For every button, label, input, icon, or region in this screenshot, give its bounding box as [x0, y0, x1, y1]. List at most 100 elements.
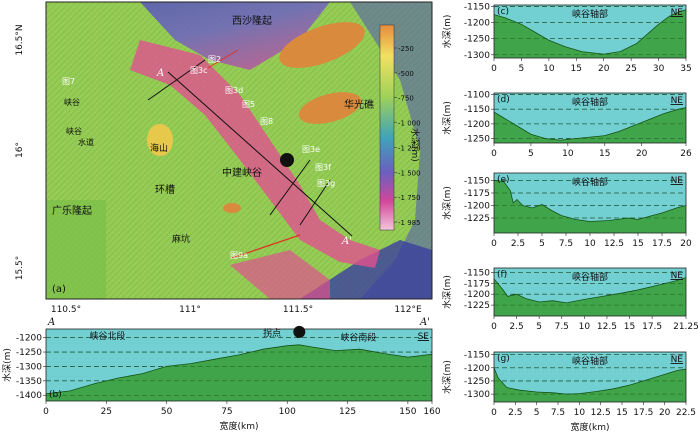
x-tick-label: 10 [543, 64, 555, 74]
y-tick-label: -1250 [464, 135, 490, 145]
x-tick-label: 20 [598, 64, 610, 74]
canyon-south-branch [230, 250, 330, 299]
label-haishan: 海山 [150, 142, 168, 154]
panel-title: 峡谷轴部 [572, 96, 608, 108]
fig-ref-3d: 图3d [225, 86, 243, 95]
fig-ref-3c: 图3c [190, 66, 208, 75]
profile-line [493, 9, 687, 55]
colorbar-tick-label: -1 500 [398, 169, 421, 177]
colorbar [379, 24, 395, 231]
x-tick-label: 5 [536, 322, 542, 332]
y-tick-label: -1150 [464, 105, 490, 115]
colorbar-tick-label: -1 250 [398, 144, 421, 152]
label-xisha: 西沙隆起 [232, 14, 272, 27]
y-axis-label: 水深(m) [441, 101, 453, 135]
x-tick-label: 15 [624, 322, 635, 332]
plot-frame [493, 92, 687, 144]
x-tick-label: 7.5 [551, 408, 565, 418]
fig-ref-9a: 图9a [230, 251, 248, 260]
profile-panel-e: 0 2.5 5 7.5 10 12.5 15 17.5 20 -1150 -1175 -1200 -12… [441, 172, 692, 249]
lon-label-111-5: 111.5° [283, 305, 313, 315]
x-tick-label: 7.5 [555, 322, 569, 332]
section-start-label: A [47, 317, 55, 328]
panel-label: (e) [497, 175, 510, 185]
x-axis-label: 宽度(km) [219, 420, 258, 432]
y-tick-label: -1150 [464, 177, 490, 187]
seamount [147, 124, 173, 156]
x-tick-label: 5 [539, 239, 545, 249]
y-tick-label: -1200 [16, 334, 42, 344]
x-tick-label: 26 [680, 149, 692, 159]
x-tick-label: 10 [584, 239, 596, 249]
x-axis-label: 宽度(km) [570, 421, 609, 433]
plot-frame [493, 351, 687, 403]
section-line-cross2 [269, 159, 311, 216]
seafloor-area [46, 344, 432, 401]
label-canyon-w2: 峡谷 [66, 126, 82, 136]
colorbar-tick-label: -250 [398, 45, 414, 53]
fig-ref-2: 图2 [208, 55, 221, 64]
colorbar-title: 水深(m) [409, 128, 421, 162]
y-tick-label: -1250 [464, 35, 490, 45]
huaguang-reef [298, 92, 362, 124]
x-tick-label: 0 [491, 149, 497, 159]
x-tick-label: 150 [399, 407, 416, 417]
x-tick-label: 10 [562, 149, 574, 159]
turning-point-marker [293, 325, 306, 338]
direction-label: NE [671, 355, 684, 365]
x-tick-label: 160 [423, 407, 440, 417]
y-axis-label: 水深(m) [441, 15, 453, 49]
x-tick-label: 50 [161, 407, 173, 417]
x-tick-label: 0 [491, 408, 497, 418]
x-tick-label: 7.5 [559, 239, 573, 249]
label-canyon-w1: 峡谷 [64, 97, 80, 107]
y-tick-label: -1400 [16, 391, 42, 401]
panel-title: 峡谷轴部 [572, 8, 608, 20]
panel-label: (f) [497, 270, 507, 280]
x-tick-label: 20 [680, 239, 692, 249]
profile-panel-d: 0 5 10 15 20 26 -1100 -1150 -1200 -1250 水深(m) (d) NE… [441, 90, 692, 159]
seafloor-area [494, 367, 686, 402]
x-tick-label: 20 [659, 408, 671, 418]
deep-basin-north [46, 2, 330, 70]
y-tick-label: -1300 [464, 51, 490, 61]
lat-label-15-5: 15.5° [15, 256, 25, 281]
y-tick-label: -1150 [464, 3, 490, 13]
profile-panel-g: 0 2.5 5 7.5 10 12.5 15 17.5 20 22.5 -1150 -1200 -125… [441, 351, 696, 433]
lon-label-110-5: 110.5° [51, 305, 81, 315]
x-tick-label: 15 [632, 239, 643, 249]
y-tick-label: -1250 [16, 348, 42, 358]
y-axis-label: 水深(m) [441, 360, 453, 394]
canyon-band [130, 40, 380, 268]
direction-label: NE [671, 96, 684, 106]
x-tick-label: 5 [534, 408, 540, 418]
panel-label: (d) [497, 95, 510, 105]
direction-label: SE [418, 332, 430, 342]
x-tick-label: 10 [574, 408, 586, 418]
panel-label: (b) [49, 390, 62, 400]
section-line-cross3 [299, 179, 331, 226]
fig-ref-8: 图8 [260, 117, 273, 126]
y-tick-label: -1200 [464, 120, 490, 130]
fig-ref-3e: 图3e [302, 145, 320, 154]
x-tick-label: 0 [491, 239, 497, 249]
fig-ref-line-2 [207, 49, 239, 69]
x-tick-label: 17.5 [642, 322, 662, 332]
profile-panel-c: 0 5 10 15 20 25 30 35 -1150 -1200 -1250 -1300 水深(m) (… [441, 3, 692, 74]
x-tick-label: 21.25 [673, 322, 699, 332]
x-tick-label: 15 [571, 64, 582, 74]
panel-label: (g) [497, 354, 510, 364]
x-tick-label: 25 [101, 407, 112, 417]
x-tick-label: 30 [653, 64, 665, 74]
profile-line [493, 180, 687, 222]
y-tick-label: -1150 [464, 351, 490, 361]
x-tick-label: 22.5 [676, 408, 696, 418]
profile-charts: 0 25 50 75 100 125 150 160-1200-1250-1300-1350-… [1, 3, 699, 433]
panel-label: (c) [497, 7, 509, 17]
fig-ref-3f: 图3f [315, 163, 331, 172]
profile-panel-b: 0 25 50 75 100 125 150 160 -1200 -1250 -1300 -1350 -… [1, 317, 441, 432]
x-tick-label: 2.5 [511, 239, 525, 249]
annotation-south-segment: 峡谷南段 [340, 332, 376, 344]
fig-ref-3g: 图3g [317, 179, 335, 188]
